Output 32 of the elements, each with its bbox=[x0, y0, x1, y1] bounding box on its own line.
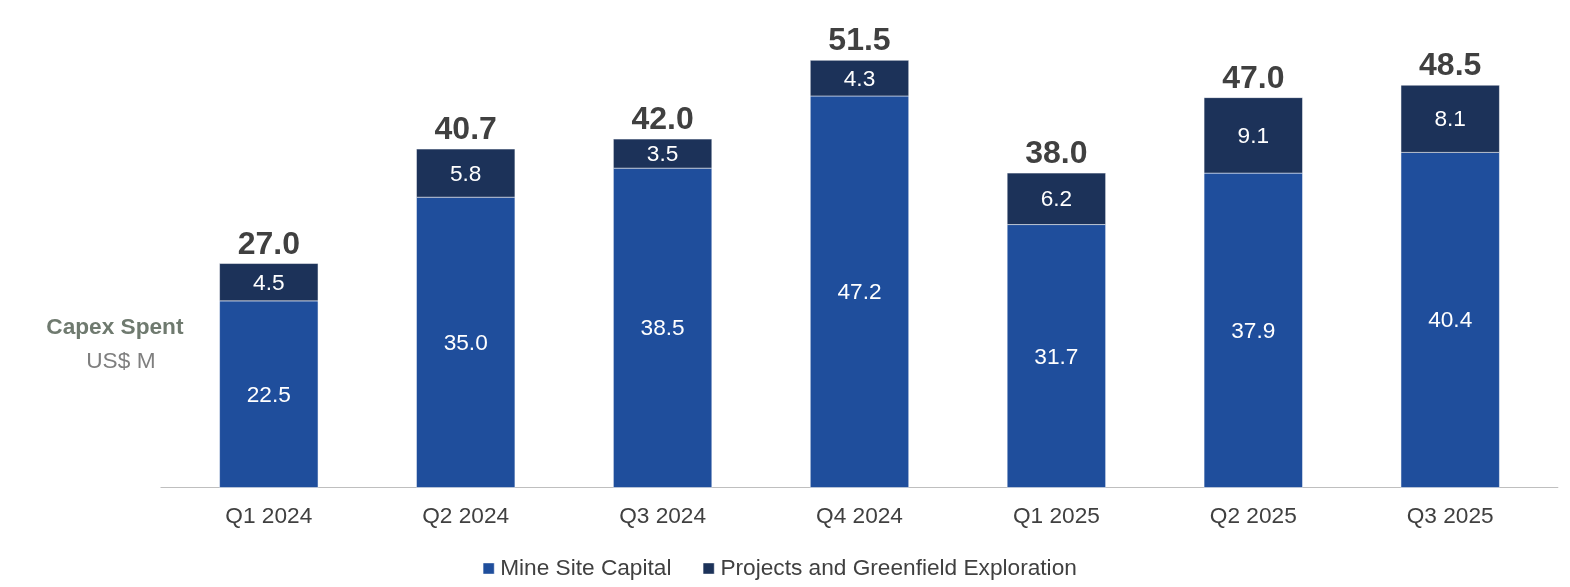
data-label: 6.2 bbox=[1040, 185, 1073, 212]
text: US$ M bbox=[86, 347, 156, 374]
data-label: 5.8 bbox=[449, 159, 482, 186]
total-label: 48.5 bbox=[1419, 46, 1482, 83]
data-label: 9.1 bbox=[1237, 121, 1270, 148]
legend-label: Projects and Greenfield Exploration bbox=[720, 554, 1077, 581]
x-tick-label: Q3 2024 bbox=[619, 501, 707, 528]
x-tick-label: Q1 2024 bbox=[225, 501, 313, 528]
data-label: 35.0 bbox=[443, 328, 488, 355]
x-tick-label: Q1 2025 bbox=[1012, 501, 1100, 528]
data-label: 4.5 bbox=[253, 268, 285, 295]
x-tick-label: Q2 2025 bbox=[1209, 501, 1297, 528]
data-label: 40.4 bbox=[1428, 306, 1473, 333]
text: Capex Spent bbox=[46, 312, 184, 339]
x-tick-label: Q2 2024 bbox=[422, 501, 510, 528]
total-label: 38.0 bbox=[1025, 134, 1088, 171]
data-label: 38.5 bbox=[640, 314, 685, 341]
data-label: 8.1 bbox=[1434, 105, 1466, 132]
total-label: 42.0 bbox=[631, 100, 694, 137]
total-label: 40.7 bbox=[434, 110, 497, 147]
total-label: 47.0 bbox=[1222, 58, 1285, 95]
data-label: 3.5 bbox=[646, 140, 679, 167]
data-label: 31.7 bbox=[1034, 342, 1079, 369]
x-tick-label: Q4 2024 bbox=[816, 501, 903, 528]
legend-label: Mine Site Capital bbox=[500, 554, 672, 581]
data-label: 4.3 bbox=[843, 64, 876, 91]
data-label: 47.2 bbox=[837, 278, 882, 305]
total-label: 51.5 bbox=[828, 21, 891, 58]
total-label: 27.0 bbox=[237, 224, 300, 261]
data-label: 37.9 bbox=[1231, 316, 1276, 343]
x-tick-label: Q3 2025 bbox=[1406, 501, 1494, 528]
data-label: 22.5 bbox=[246, 380, 291, 407]
